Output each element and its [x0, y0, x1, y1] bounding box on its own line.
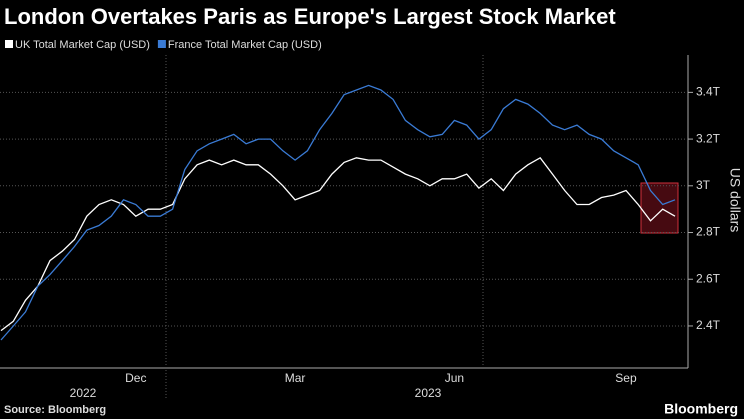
logo: Bloomberg — [664, 401, 738, 417]
x-tick-label: Mar — [285, 371, 306, 385]
y-axis-label: US dollars — [727, 168, 743, 233]
x-tick-label: Jun — [445, 371, 464, 385]
x-tick-label: Dec — [125, 371, 146, 385]
y-tick-label: 2.8T — [696, 225, 721, 239]
year-label: 2022 — [70, 386, 97, 400]
year-label: 2023 — [415, 386, 442, 400]
legend-swatch — [157, 40, 166, 48]
x-tick-label: Sep — [615, 371, 637, 385]
legend-label: France Total Market Cap (USD) — [168, 39, 322, 51]
legend-swatch — [5, 40, 13, 48]
series-line — [0, 84, 676, 341]
highlight-box — [640, 182, 679, 234]
y-tick-label: 3.2T — [696, 131, 721, 145]
y-tick-label: 3.4T — [696, 85, 721, 99]
legend-label: UK Total Market Cap (USD) — [15, 39, 150, 51]
y-tick-label: 3T — [696, 178, 711, 192]
source: Source: Bloomberg — [4, 404, 106, 416]
y-tick-label: 2.6T — [696, 271, 721, 285]
chart-title: London Overtakes Paris as Europe's Large… — [4, 4, 616, 29]
series-line — [0, 156, 676, 332]
y-tick-label: 2.4T — [696, 318, 721, 332]
